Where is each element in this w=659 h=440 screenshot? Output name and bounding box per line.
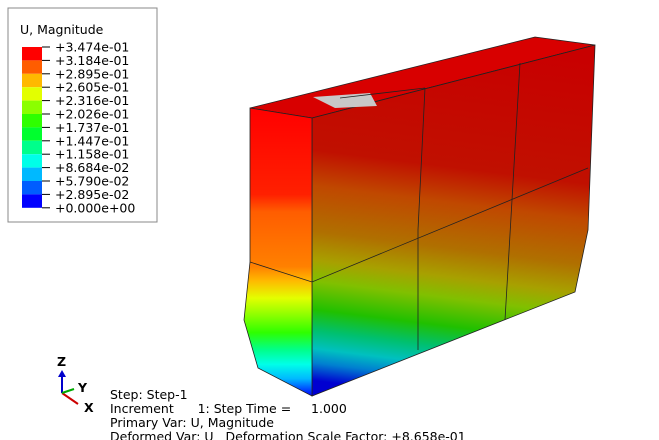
legend-label: +2.026e-01 xyxy=(55,107,129,122)
legend-label: +1.737e-01 xyxy=(55,120,129,135)
legend: +3.474e-01+3.184e-01+2.895e-01+2.605e-01… xyxy=(22,40,135,215)
mesh-line xyxy=(417,87,426,350)
legend-swatch xyxy=(22,181,42,195)
info-line: Step: Step-1 xyxy=(110,387,188,402)
legend-label: +3.184e-01 xyxy=(55,53,129,68)
triad-y: Y xyxy=(77,380,88,395)
legend-label: +8.684e-02 xyxy=(55,160,129,175)
legend-title: U, Magnitude xyxy=(20,22,104,37)
info-line: Primary Var: U, Magnitude xyxy=(110,415,274,430)
legend-label: +2.895e-02 xyxy=(55,187,129,202)
legend-label: +5.790e-02 xyxy=(55,174,129,189)
legend-swatch xyxy=(22,140,42,155)
model xyxy=(243,36,596,397)
triad-z: Z xyxy=(57,354,66,369)
legend-swatch xyxy=(22,100,42,114)
legend-label: +3.474e-01 xyxy=(55,40,129,55)
legend-swatch xyxy=(22,194,42,208)
legend-swatch xyxy=(22,87,42,101)
hole xyxy=(313,93,377,108)
info-line: Deformed Var: U Deformation Scale Factor… xyxy=(110,429,466,440)
legend-label: +0.000e+00 xyxy=(55,200,135,215)
legend-label: +1.447e-01 xyxy=(55,133,129,148)
legend-label: +2.605e-01 xyxy=(55,80,129,95)
info-line: Increment 1: Step Time = 1.000 xyxy=(110,401,347,416)
legend-swatch xyxy=(22,60,42,74)
triad: Z Y X xyxy=(57,354,94,415)
z-arrow xyxy=(58,370,66,377)
legend-swatch xyxy=(22,127,42,141)
legend-swatch xyxy=(22,154,42,168)
mesh-line xyxy=(504,62,521,321)
legend-label: +1.158e-01 xyxy=(55,147,129,162)
legend-swatch xyxy=(22,114,42,128)
triad-x: X xyxy=(84,400,94,415)
mesh-line xyxy=(249,167,589,283)
legend-label: +2.895e-01 xyxy=(55,66,129,81)
legend-swatch xyxy=(22,47,42,61)
y-axis xyxy=(61,388,75,394)
mesh-line xyxy=(339,87,426,99)
legend-label: +2.316e-01 xyxy=(55,93,129,108)
legend-swatch xyxy=(22,167,42,181)
legend-swatch xyxy=(22,73,42,88)
x-axis xyxy=(61,392,79,405)
side-face xyxy=(243,107,313,397)
